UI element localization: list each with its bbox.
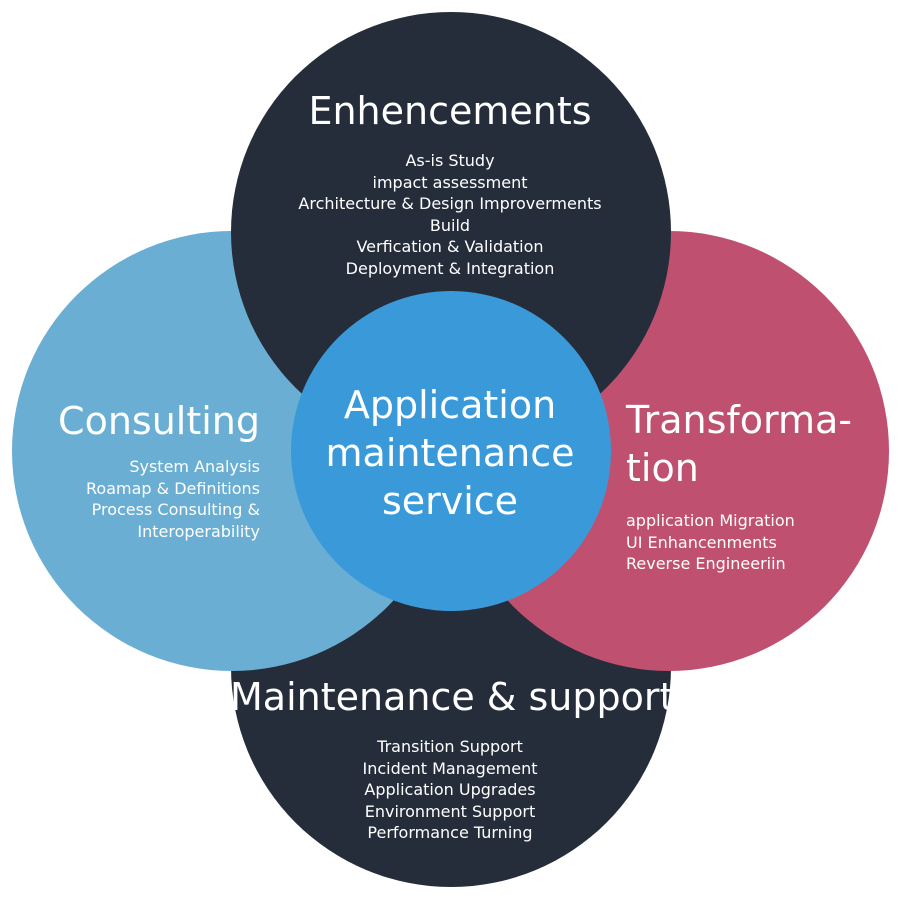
list-item: Deployment & Integration — [345, 258, 555, 278]
maintenance-title: Maintenance & support — [230, 675, 675, 719]
consulting-items: System Analysis Roamap & Definitions Proce… — [40, 456, 260, 542]
enhancements-title: Enhencements — [308, 89, 592, 133]
list-item: Roamap & Definitions — [86, 478, 260, 498]
list-item: Interoperability — [137, 521, 260, 541]
list-item: Reverse Engineeriin — [626, 554, 786, 573]
list-item: Process Consulting & — [91, 500, 260, 519]
list-item: Performance Turning — [367, 823, 533, 842]
list-item: application Migration — [626, 511, 795, 530]
list-item: Application Upgrades — [364, 780, 536, 799]
list-item: Build — [429, 215, 471, 235]
list-item: Transition Support — [377, 737, 523, 756]
list-item: UI Enhancenments — [626, 532, 777, 552]
maintenance-section: Maintenance & support Transition Support… — [230, 674, 675, 844]
maintenance-items: Transition Support Incident Management App… — [230, 736, 670, 844]
center-section: Application maintenance service — [296, 381, 604, 525]
enhancements-section: Enhencements As-is Study impact assessmen… — [230, 88, 670, 279]
list-item: Verfication & Validation — [356, 237, 544, 256]
list-item: As-is Study — [405, 151, 495, 170]
list-item: Incident Management — [362, 758, 538, 778]
transformation-title: Transforma-tion — [626, 398, 853, 490]
circle-center-application-maintenance — [291, 291, 611, 611]
transformation-section: Transforma-tion application Migration UI … — [626, 396, 886, 575]
list-item: impact assessment — [372, 172, 528, 192]
consulting-title: Consulting — [58, 399, 260, 443]
list-item: System Analysis — [129, 457, 260, 476]
list-item: Environment Support — [364, 801, 536, 821]
list-item: Architecture & Design Improverments — [298, 194, 602, 213]
transformation-items: application Migration UI Enhancenments Rev… — [626, 510, 886, 575]
center-title: Application maintenance service — [325, 383, 575, 523]
enhancements-items: As-is Study impact assessment Architecture… — [230, 150, 670, 279]
consulting-section: Consulting System Analysis Roamap & Defin… — [40, 398, 260, 542]
